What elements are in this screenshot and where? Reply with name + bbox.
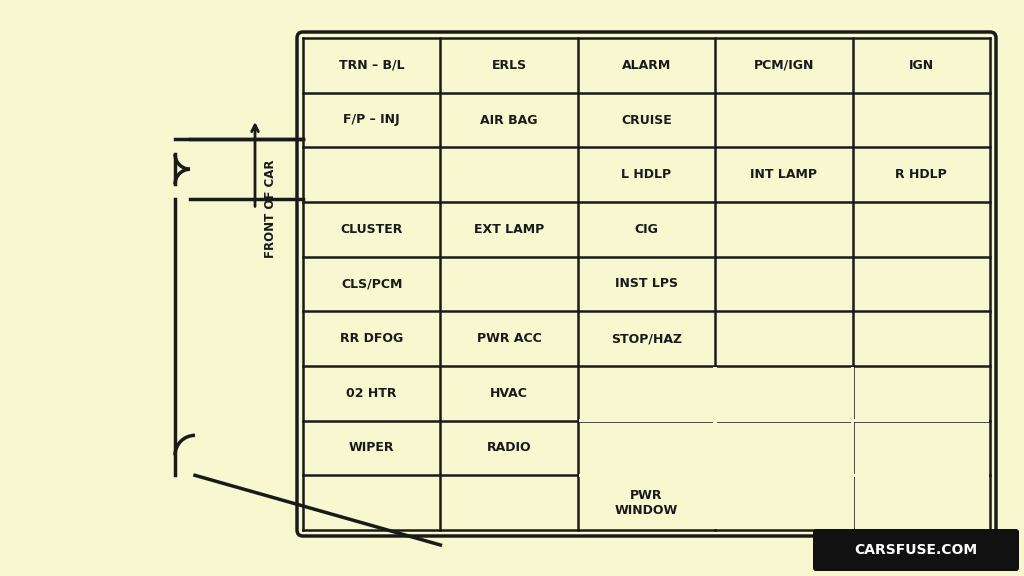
Text: L HDLP: L HDLP [622,168,672,181]
Text: 02 HTR: 02 HTR [346,387,397,400]
Text: AIR BAG: AIR BAG [480,113,538,127]
FancyBboxPatch shape [297,32,996,536]
Text: ERLS: ERLS [492,59,526,72]
Text: ALARM: ALARM [622,59,671,72]
Text: EXT LAMP: EXT LAMP [474,223,544,236]
Text: TRN – B/L: TRN – B/L [339,59,404,72]
Text: CIG: CIG [635,223,658,236]
Text: WIPER: WIPER [349,441,394,454]
Text: IGN: IGN [908,59,934,72]
Text: INST LPS: INST LPS [615,278,678,290]
FancyBboxPatch shape [813,529,1019,571]
Text: FRONT OF CAR: FRONT OF CAR [264,160,278,259]
Text: INT LAMP: INT LAMP [751,168,817,181]
Bar [714,367,717,529]
Bar [851,367,854,529]
Text: HVAC: HVAC [490,387,528,400]
Text: PCM/IGN: PCM/IGN [754,59,814,72]
Text: CRUISE: CRUISE [622,113,672,127]
Text: RR DFOG: RR DFOG [340,332,403,345]
Text: CLS/PCM: CLS/PCM [341,278,402,290]
Text: RADIO: RADIO [486,441,531,454]
Text: PWR ACC: PWR ACC [477,332,542,345]
Text: F/P – INJ: F/P – INJ [343,113,400,127]
Text: CLUSTER: CLUSTER [341,223,402,236]
Text: PWR
WINDOW: PWR WINDOW [614,488,678,517]
Text: R HDLP: R HDLP [895,168,947,181]
Text: CARSFUSE.COM: CARSFUSE.COM [854,543,978,557]
Text: STOP/HAZ: STOP/HAZ [611,332,682,345]
Bar [579,419,989,422]
Bar [579,473,989,477]
